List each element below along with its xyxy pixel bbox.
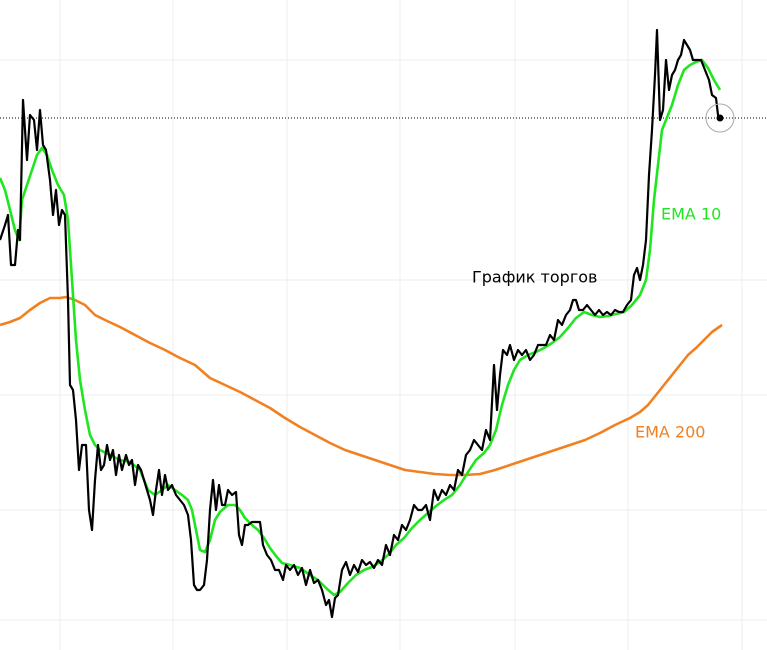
last-point-ring [705,103,735,133]
series-label: EMA 10 [661,205,721,224]
last-point [716,114,724,122]
series-label: EMA 200 [635,423,705,442]
series-line [0,58,722,597]
series-line [0,28,721,619]
series-line [0,295,723,477]
series-label: График торгов [472,268,597,287]
